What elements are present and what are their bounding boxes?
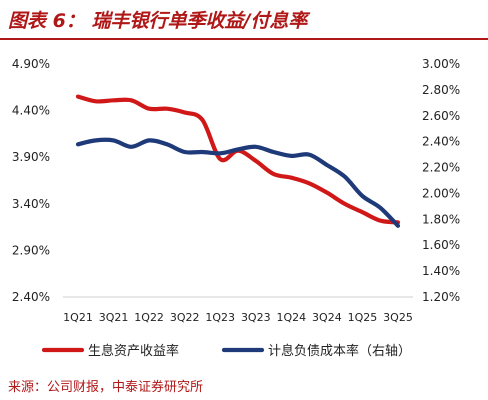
x-tick-label: 3Q25 (383, 311, 413, 324)
left-tick-label: 2.40% (12, 290, 50, 304)
x-axis-ticks: 1Q21 3Q21 1Q22 3Q22 1Q23 3Q23 1Q24 3Q24 1Q25 3Q25 (63, 311, 413, 324)
series-line-2 (75, 137, 401, 228)
title-bar: 图表 6： 瑞丰银行单季收益/付息率 (0, 0, 488, 42)
legend-label-1: 生息资产收益率 (88, 343, 179, 359)
x-tick-label: 3Q24 (312, 311, 342, 324)
left-tick-label: 4.90% (12, 57, 50, 71)
right-tick-label: 3.00% (422, 57, 460, 71)
right-tick-label: 2.20% (422, 161, 460, 175)
x-tick-label: 1Q22 (134, 311, 164, 324)
right-axis-ticks: 1.20% 1.40% 1.60% 1.80% 2.00% 2.20% 2.40% 2.60%… (422, 57, 460, 304)
x-tick-label: 1Q25 (348, 311, 378, 324)
x-tick-label: 3Q21 (99, 311, 129, 324)
x-tick-label: 1Q23 (205, 311, 235, 324)
x-tick-label: 1Q21 (63, 311, 93, 324)
left-axis-ticks: 2.40% 2.90% 3.40% 3.90% 4.40% 4.90% (12, 57, 50, 304)
left-tick-label: 2.90% (12, 243, 50, 257)
right-tick-label: 1.80% (422, 212, 460, 226)
title-underline (0, 38, 488, 40)
source-note: 来源：公司财报，中泰证券研究所 (8, 380, 204, 395)
right-tick-label: 2.40% (422, 135, 460, 149)
right-tick-label: 2.80% (422, 83, 460, 97)
left-tick-label: 3.90% (12, 150, 50, 164)
legend: 生息资产收益率 计息负债成本率（右轴） (41, 343, 411, 359)
right-tick-label: 1.60% (422, 238, 460, 252)
right-tick-label: 1.40% (422, 264, 460, 278)
x-tick-label: 3Q23 (241, 311, 271, 324)
series-lines (75, 94, 401, 228)
series-line-1 (75, 94, 401, 225)
right-tick-label: 2.00% (422, 186, 460, 200)
right-tick-label: 2.60% (422, 109, 460, 123)
right-tick-label: 1.20% (422, 290, 460, 304)
legend-label-2: 计息负债成本率（右轴） (268, 343, 411, 359)
x-tick-label: 3Q22 (170, 311, 200, 324)
left-tick-label: 3.40% (12, 197, 50, 211)
chart-title: 图表 6： 瑞丰银行单季收益/付息率 (8, 10, 308, 32)
x-tick-label: 1Q24 (277, 311, 307, 324)
left-tick-label: 4.40% (12, 104, 50, 118)
